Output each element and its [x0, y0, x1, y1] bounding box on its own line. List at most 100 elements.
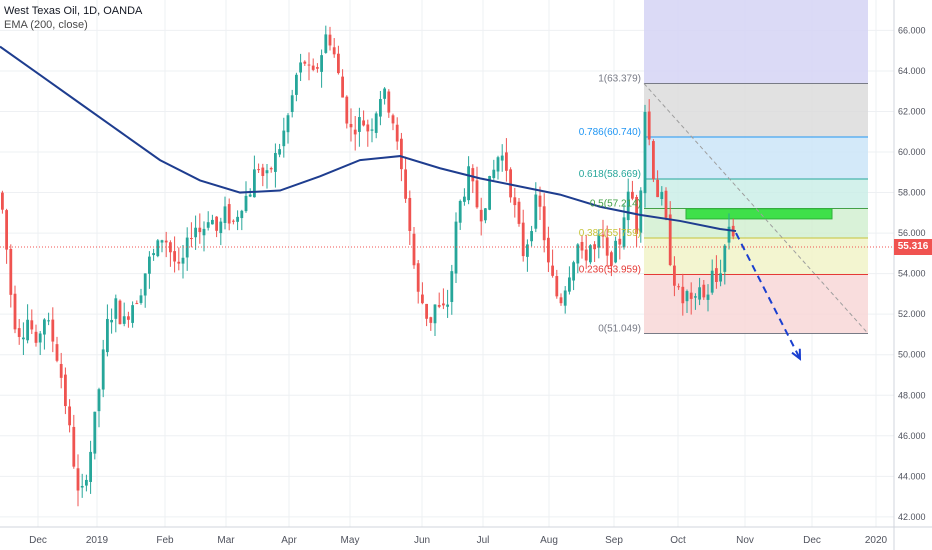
candle-body [143, 273, 147, 296]
candle-body [526, 244, 529, 257]
y-tick-label: 48.000 [898, 390, 926, 400]
x-tick-label: 2020 [865, 535, 888, 546]
chart-legend: West Texas Oil, 1D, OANDA EMA (200, clos… [4, 4, 142, 32]
candle-body [181, 257, 185, 264]
candle-body [299, 62, 302, 73]
candle-body [169, 242, 172, 253]
candle-body [114, 298, 118, 319]
candle-body [702, 284, 706, 298]
candle-body [236, 216, 239, 222]
candle-body [521, 222, 525, 257]
candle-body [631, 191, 634, 199]
candle-body [660, 191, 664, 200]
candle-body [647, 111, 651, 140]
candle-body [64, 374, 67, 407]
candle-body [723, 245, 727, 272]
candle-body [589, 245, 592, 263]
y-tick-label: 54.000 [898, 269, 926, 279]
candle-body [198, 227, 202, 233]
candle-body [358, 117, 361, 132]
candle-body [416, 263, 420, 292]
candle-body [500, 155, 504, 161]
x-tick-label: Mar [217, 535, 235, 546]
candle-body [572, 262, 575, 281]
fib-level-label: 0.236(53.959) [579, 264, 641, 275]
candle-body [118, 300, 122, 325]
fib-band [644, 178, 868, 209]
candle-body [534, 194, 538, 229]
candle-body [584, 249, 588, 261]
candle-body [34, 331, 38, 343]
price-range-box [644, 0, 868, 84]
candle-body [55, 344, 59, 361]
candle-body [408, 197, 412, 231]
y-tick-label: 66.000 [898, 25, 926, 35]
candle-body [404, 169, 407, 199]
candle-body [131, 305, 134, 323]
y-tick-label: 50.000 [898, 350, 926, 360]
candle-body [72, 426, 76, 467]
candle-body [471, 168, 475, 182]
fib-band [644, 237, 868, 275]
candle-body [622, 217, 626, 248]
candle-body [412, 233, 416, 266]
fib-level-label: 0(51.049) [598, 323, 641, 334]
candle-body [164, 240, 168, 243]
candle-body [257, 169, 260, 171]
candle-body [76, 468, 80, 491]
candle-body [551, 265, 554, 276]
candle-body [278, 149, 281, 155]
candle-body [253, 169, 256, 198]
candle-body [605, 237, 609, 256]
candle-body [517, 201, 521, 224]
candle-body [374, 113, 378, 133]
x-tick-label: Sep [605, 535, 623, 546]
candle-body [190, 238, 193, 240]
candle-body [429, 317, 433, 323]
candle-body [85, 479, 88, 486]
candle-body [442, 303, 445, 306]
candle-body [643, 111, 647, 194]
candle-body [269, 168, 273, 170]
candle-body [597, 235, 601, 248]
supply-zone [685, 208, 833, 220]
candle-body [559, 297, 563, 304]
candle-body [446, 304, 449, 307]
fib-band [644, 83, 868, 138]
x-tick-label: Dec [803, 535, 821, 546]
candle-body [185, 237, 189, 258]
candle-body [68, 406, 71, 426]
candle-body [5, 210, 8, 250]
candle-body [673, 265, 676, 286]
x-tick-label: Jul [477, 535, 490, 546]
candle-body [492, 169, 496, 178]
y-tick-label: 64.000 [898, 66, 926, 76]
candle-body [290, 95, 294, 112]
candle-body [110, 319, 113, 323]
candle-body [370, 129, 374, 131]
candle-body [538, 195, 542, 207]
candle-body [89, 451, 92, 482]
candle-body [685, 291, 689, 302]
candle-body [328, 34, 332, 46]
candle-body [286, 115, 290, 133]
candle-body [391, 115, 395, 124]
candle-body [152, 253, 155, 256]
x-tick-label: May [341, 535, 360, 546]
candle-body [320, 55, 323, 72]
ema-200-line [0, 45, 737, 233]
y-tick-label: 52.000 [898, 309, 926, 319]
candle-body [618, 238, 622, 245]
candle-body [635, 197, 638, 234]
candle-body [614, 240, 617, 263]
candle-body [450, 271, 454, 302]
candle-body [601, 234, 605, 237]
candle-body [626, 191, 630, 221]
y-tick-label: 62.000 [898, 106, 926, 116]
candle-body [160, 240, 164, 243]
candle-body [282, 130, 286, 147]
candle-body [366, 124, 370, 132]
candle-body [47, 320, 50, 322]
candle-body [689, 292, 693, 299]
